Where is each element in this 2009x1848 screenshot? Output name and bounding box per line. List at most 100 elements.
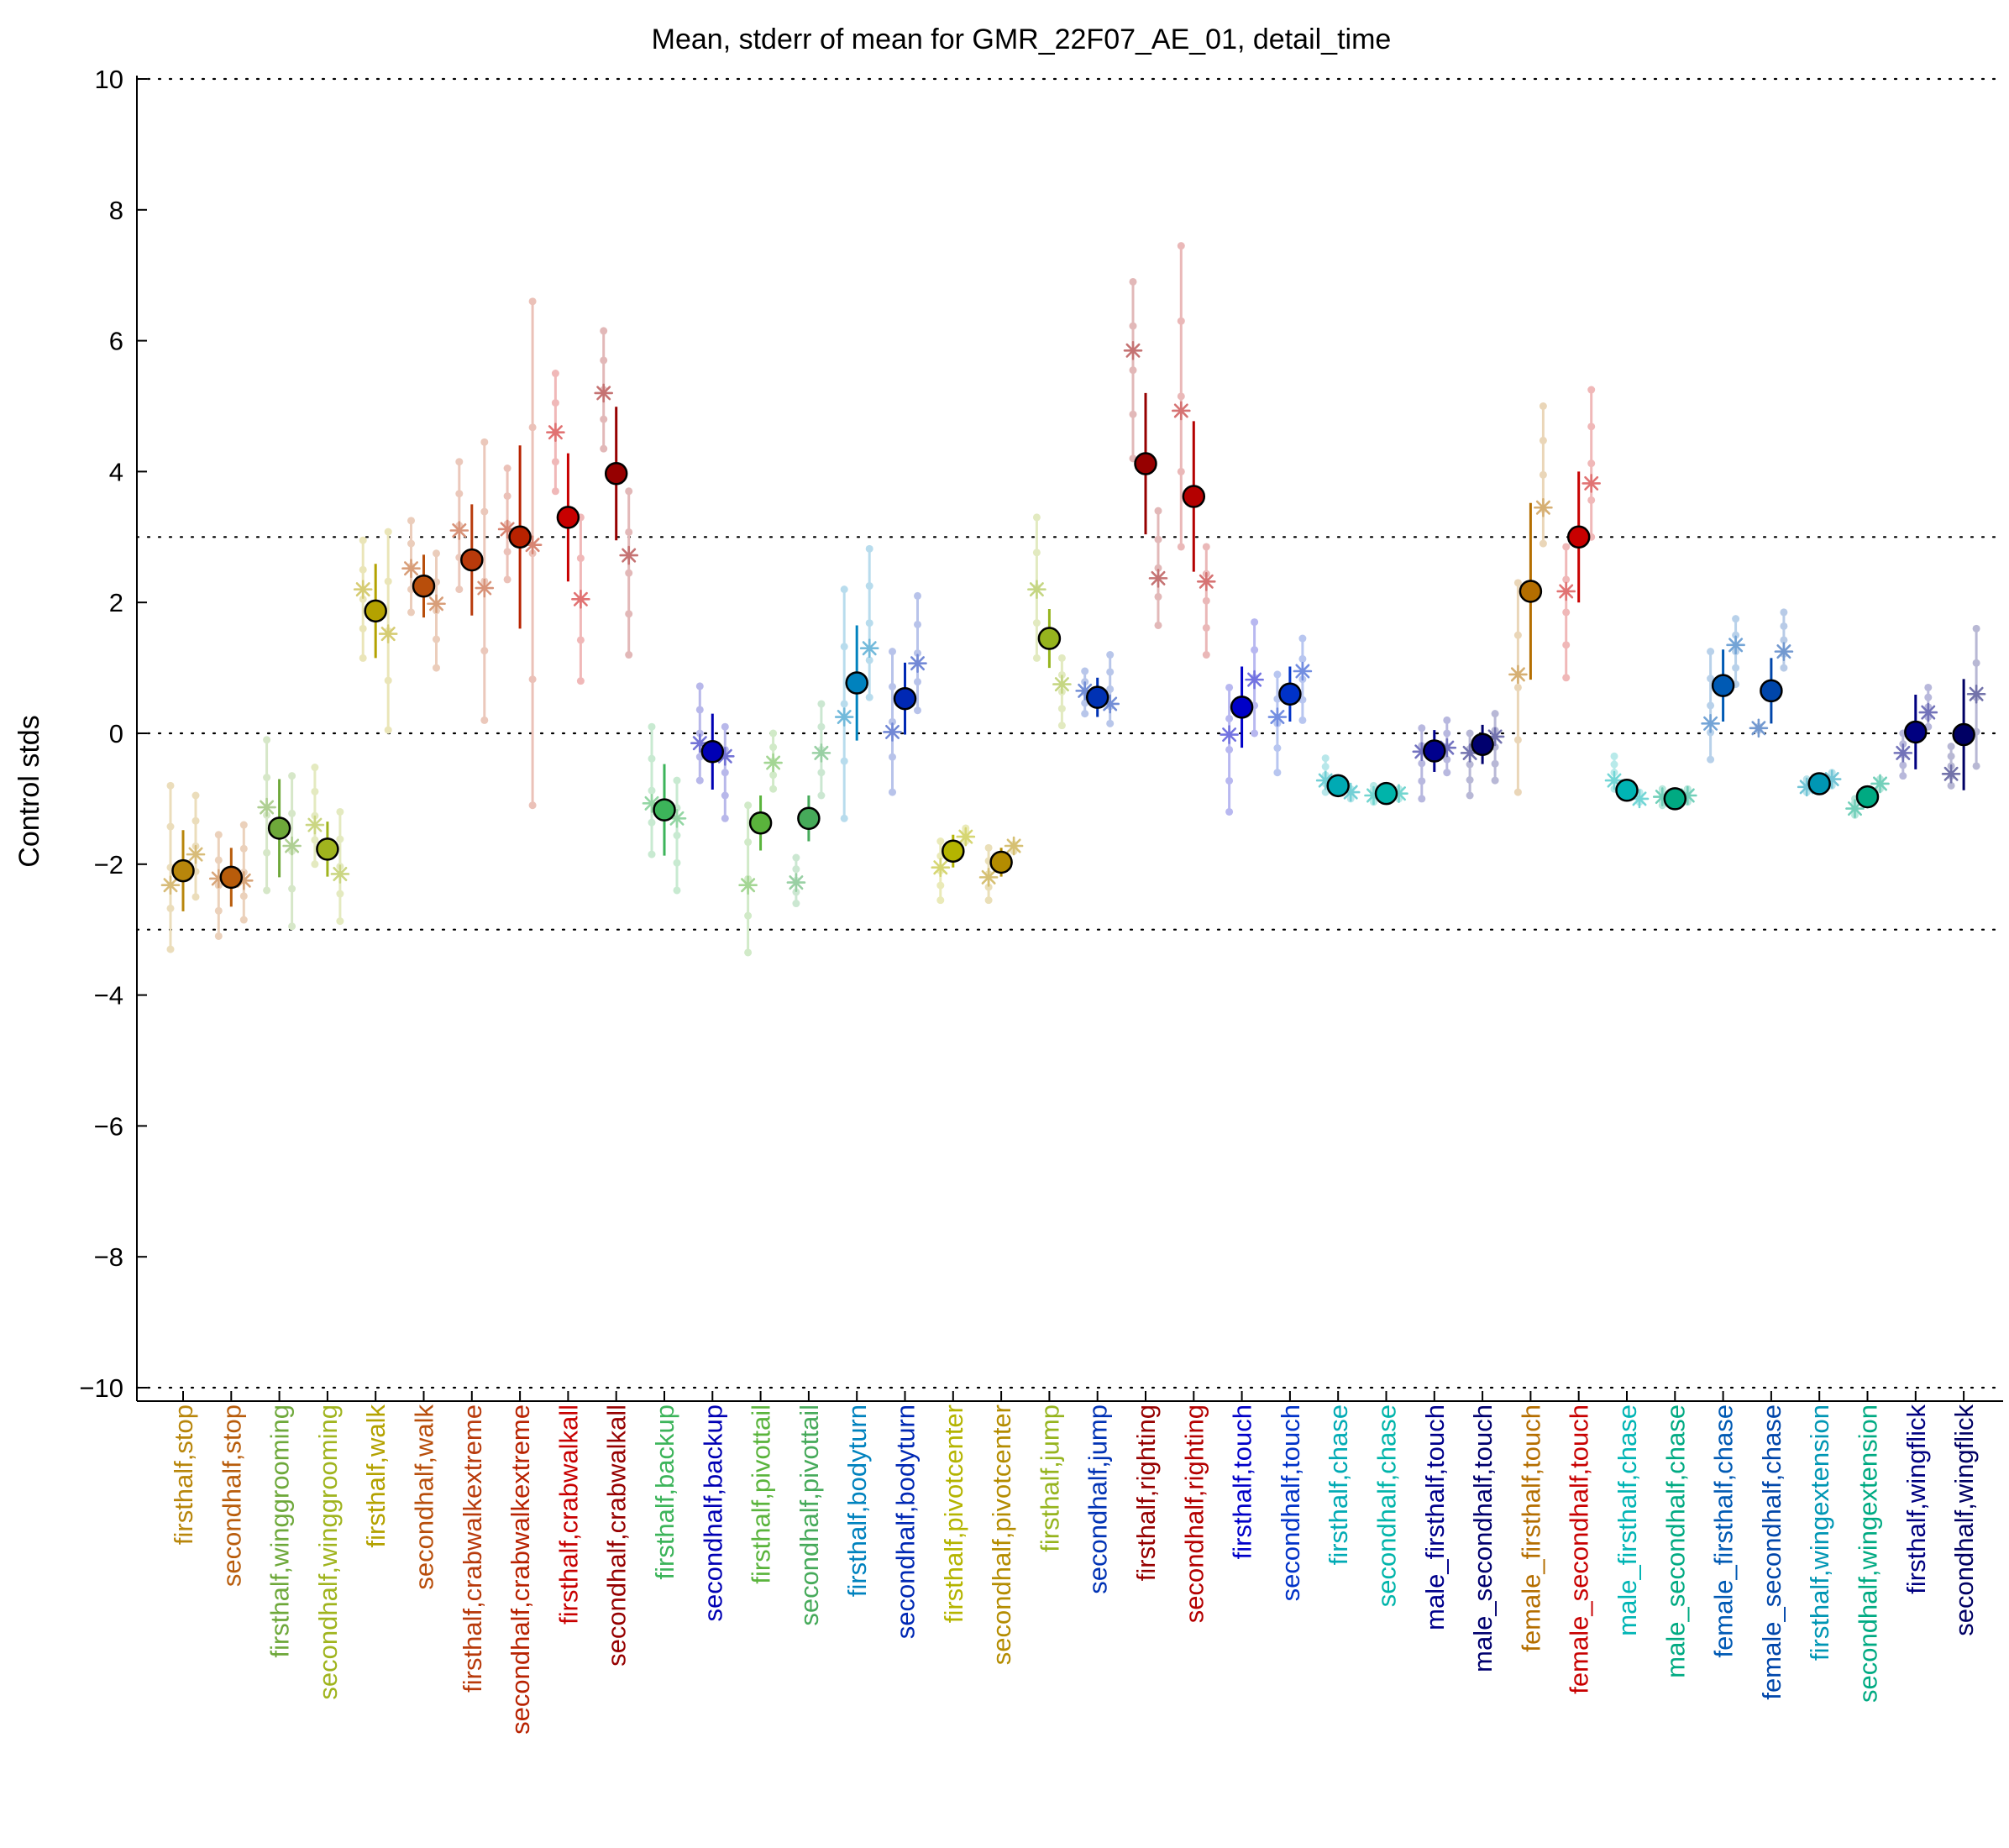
individual-dot: [1562, 641, 1571, 649]
asterisk-marker: [883, 722, 902, 742]
individual-dot: [1418, 795, 1426, 803]
category-group: [546, 370, 590, 685]
individual-dot: [166, 781, 175, 790]
individual-dot: [359, 565, 367, 574]
category-group: [401, 517, 446, 672]
x-tick-label: male_secondhalf,touch: [1468, 1404, 1498, 1672]
individual-dot: [480, 716, 489, 724]
individual-dot: [1418, 724, 1426, 732]
x-tick-label: male_firsthalf,chase: [1613, 1404, 1642, 1636]
y-tick-label: 6: [109, 327, 123, 356]
individual-dot: [840, 757, 848, 765]
mean-marker: [1230, 696, 1254, 719]
individual-dot: [214, 831, 223, 839]
mean-marker: [845, 671, 868, 695]
individual-dot: [1081, 710, 1089, 718]
individual-dot: [1177, 242, 1185, 250]
asterisk-marker: [1027, 580, 1046, 599]
x-tick-label: firsthalf,bodyturn: [842, 1404, 872, 1597]
x-tick-label: secondhalf,touch: [1276, 1404, 1305, 1601]
asterisk-stroke: [1103, 696, 1118, 711]
x-tick-label: firsthalf,crabwalkall: [553, 1404, 583, 1625]
individual-dot: [455, 490, 464, 498]
individual-dot: [1899, 772, 1907, 780]
asterisk-marker: [1148, 569, 1168, 588]
mean-marker: [989, 850, 1013, 874]
individual-dot: [1129, 322, 1137, 330]
category-group: [1364, 781, 1408, 806]
individual-dot: [239, 892, 248, 900]
asterisk-stroke: [1848, 801, 1862, 816]
individual-dot: [673, 832, 681, 840]
y-tick-label: 2: [109, 588, 123, 617]
individual-dot: [239, 821, 248, 829]
individual-dot: [1177, 392, 1185, 401]
chart-title: Mean, stderr of mean for GMR_22F07_AE_01…: [652, 24, 1392, 55]
category-group: [883, 591, 927, 796]
y-tick-label: 0: [109, 719, 123, 748]
asterisk-stroke: [428, 596, 444, 612]
category-group: [834, 544, 879, 822]
category-group: [1653, 785, 1697, 811]
individual-dot: [166, 945, 175, 953]
individual-dot: [865, 544, 873, 553]
individual-dot: [1154, 592, 1162, 601]
individual-dot: [695, 682, 704, 690]
x-tick-label: secondhalf,bodyturn: [891, 1404, 921, 1639]
individual-dot: [551, 487, 559, 496]
asterisk-marker: [1556, 581, 1576, 601]
asterisk-marker: [978, 868, 999, 887]
individual-dot: [817, 769, 826, 777]
individual-dot: [721, 722, 729, 731]
individual-dot: [1081, 667, 1089, 675]
individual-dot: [1032, 654, 1041, 662]
asterisk-marker: [282, 836, 302, 856]
x-tick-label: firsthalf,stop: [169, 1404, 198, 1545]
individual-dot: [865, 693, 873, 701]
x-tick-label: secondhalf,wingflick: [1949, 1404, 1979, 1636]
individual-dot: [744, 911, 753, 920]
asterisk-stroke: [548, 425, 563, 440]
mean-marker: [1326, 774, 1350, 798]
individual-dot: [263, 774, 271, 782]
individual-dot: [1513, 631, 1522, 639]
category-group: [738, 729, 783, 957]
individual-dot: [336, 890, 344, 898]
individual-dot: [384, 577, 392, 585]
asterisk-marker: [738, 875, 758, 895]
asterisk-marker: [1581, 474, 1601, 493]
asterisk-stroke: [380, 627, 396, 642]
x-tick-label: secondhalf,winggrooming: [313, 1404, 343, 1700]
individual-dot: [551, 399, 559, 407]
asterisk-marker: [378, 624, 398, 643]
category-group: [305, 764, 350, 926]
asterisk-marker: [908, 654, 927, 673]
asterisk-stroke: [1943, 766, 1959, 781]
individual-dot: [551, 458, 559, 466]
x-tick-label: secondhalf,chase: [1372, 1404, 1402, 1607]
individual-dot: [1032, 549, 1041, 557]
asterisk-marker: [475, 578, 495, 598]
individual-dot: [914, 649, 921, 658]
asterisk-stroke: [1510, 667, 1525, 682]
individual-dot: [576, 677, 585, 685]
individual-dot: [840, 585, 848, 594]
mean-marker: [1615, 779, 1639, 802]
individual-dot: [673, 776, 681, 785]
x-tick-label: male_secondhalf,chase: [1660, 1404, 1690, 1678]
individual-dot: [744, 838, 753, 847]
individual-dot: [648, 722, 656, 731]
individual-dot: [288, 922, 296, 931]
individual-dot: [1177, 317, 1185, 325]
individual-dot: [384, 528, 392, 536]
x-tick-label: firsthalf,pivottail: [747, 1404, 776, 1584]
asterisk-stroke: [477, 580, 492, 596]
asterisk-stroke: [692, 736, 707, 751]
individual-dot: [889, 717, 896, 726]
individual-dot: [407, 608, 415, 617]
individual-dot: [1924, 683, 1933, 691]
individual-dot: [1443, 769, 1451, 777]
individual-dot: [1273, 769, 1282, 777]
asterisk-stroke: [1703, 716, 1718, 731]
individual-dot: [1202, 651, 1210, 659]
